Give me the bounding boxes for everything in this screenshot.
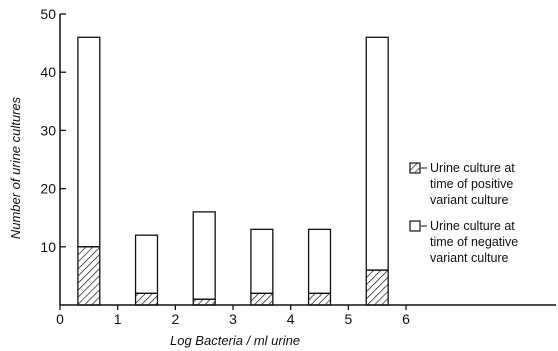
bar-positive-variant [365,269,389,306]
y-tick-label: 10 [40,239,56,255]
y-tick-label: 20 [40,181,56,197]
legend-label-line: Urine culture at [430,219,515,233]
legend: Urine culture at time of positive variant … [409,161,518,265]
x-tick-label: 4 [287,311,295,327]
legend-label-line: Urine culture at [430,161,515,175]
legend-hatched-swatch [409,162,421,174]
bar-positive-variant [307,292,332,306]
bar-negative-variant [77,36,101,248]
legend-label-line: variant culture [430,251,509,265]
bar-negative-variant [192,211,216,300]
y-tick-label: 40 [40,64,56,80]
bars [77,36,389,306]
tick-labels: 10 20 30 40 50 0 1 2 3 4 5 6 [40,6,410,327]
bar-negative-variant [365,36,389,271]
x-tick-label: 2 [171,311,179,327]
bar-positive-variant [134,292,159,306]
x-tick-label: 1 [114,311,122,327]
bar-positive-variant [250,292,274,306]
legend-label-line: variant culture [430,193,509,207]
bar-positive-variant [192,298,216,306]
x-tick-label: 6 [402,311,410,327]
x-tick-label: 0 [56,311,64,327]
x-tick-label: 3 [229,311,237,327]
legend-label-line: time of negative [430,235,518,249]
bar-positive-variant [77,246,101,306]
y-axis-label: Number of urine cultures [8,96,23,239]
bar-negative-variant [307,228,332,295]
bar-negative-variant [250,228,274,295]
bar-negative-variant [134,234,159,295]
y-tick-label: 50 [40,6,56,22]
legend-open-swatch [409,220,421,232]
x-axis-label: Log Bacteria / ml urine [170,333,300,348]
y-tick-label: 30 [40,122,56,138]
legend-label-line: time of positive [430,177,513,191]
x-tick-label: 5 [344,311,352,327]
